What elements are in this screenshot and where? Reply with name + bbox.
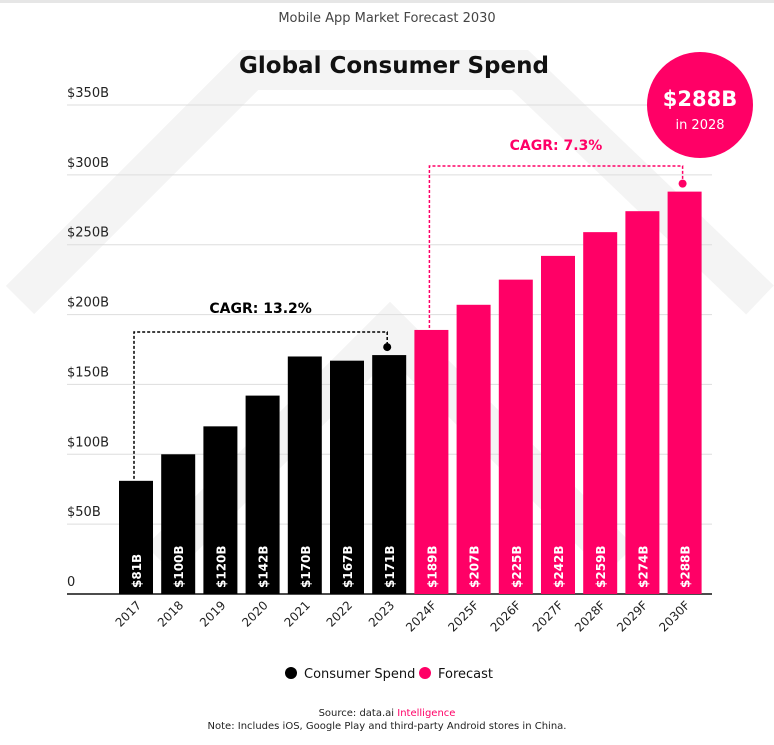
x-tick-label: 2023 <box>366 598 397 629</box>
legend-marker-forecast <box>419 667 431 679</box>
legend-label-consumer-spend: Consumer Spend <box>304 667 415 682</box>
bar-value-label: $120B <box>214 545 228 588</box>
bar-2022 <box>330 360 364 594</box>
x-tick-label: 2017 <box>113 598 144 629</box>
cagr-label: CAGR: 7.3% <box>510 138 603 154</box>
bar-value-label: $207B <box>468 545 482 588</box>
source-prefix: Source: data.ai <box>319 708 398 719</box>
bar-2026F <box>498 279 533 594</box>
bar-2018 <box>161 454 196 594</box>
x-tick-label: 2019 <box>197 598 228 629</box>
bar-value-label: $259B <box>594 545 608 588</box>
bar-value-label: $288B <box>679 545 693 588</box>
bar-2020 <box>245 395 280 594</box>
legend-marker-consumer-spend <box>285 667 297 679</box>
bar-2023 <box>372 355 407 594</box>
x-tick-label: 2029F <box>614 598 650 634</box>
bar-value-label: $81B <box>130 554 144 588</box>
source-highlight: Intelligence <box>397 708 455 719</box>
bar-2029F <box>625 211 660 594</box>
bar-value-label: $225B <box>510 545 524 588</box>
x-tick-label: 2027F <box>530 598 566 634</box>
callout: $288B in 2028 <box>647 52 753 158</box>
bar-2025F <box>456 304 491 594</box>
x-tick-label: 2024F <box>403 598 439 634</box>
bar-value-label: $100B <box>172 545 186 588</box>
note-line: Note: Includes iOS, Google Play and thir… <box>208 721 567 732</box>
cagr-endpoint-dot <box>383 343 392 352</box>
x-tick-label: 2026F <box>488 598 524 634</box>
bar-value-label: $189B <box>425 545 439 588</box>
top-border <box>0 0 774 3</box>
x-tick-label: 2025F <box>445 598 481 634</box>
callout-caption: in 2028 <box>675 118 724 133</box>
bar-2030F <box>667 191 702 594</box>
bar-2021 <box>287 356 322 594</box>
bar-value-label: $170B <box>299 545 313 588</box>
y-tick-label: $150B <box>67 365 109 380</box>
bar-value-label: $274B <box>636 545 650 588</box>
cagr-endpoint-dot <box>678 179 687 188</box>
page-subtitle: Mobile App Market Forecast 2030 <box>278 11 495 26</box>
callout-circle <box>647 52 753 158</box>
y-tick-label: $300B <box>67 156 109 171</box>
bar-2024F <box>414 329 449 594</box>
y-tick-label: $50B <box>67 505 101 520</box>
x-tick-label: 2020 <box>239 598 270 629</box>
x-tick-label: 2022 <box>324 598 355 629</box>
source-line: Source: data.ai Intelligence <box>319 708 456 719</box>
bar-value-label: $171B <box>383 545 397 588</box>
callout-value: $288B <box>663 87 737 111</box>
x-tick-label: 2018 <box>155 598 186 629</box>
bar-2028F <box>583 232 618 594</box>
y-tick-label: $250B <box>67 226 109 241</box>
y-tick-label: $200B <box>67 296 109 311</box>
legend-label-forecast: Forecast <box>438 667 493 682</box>
x-tick-label: 2030F <box>656 598 692 634</box>
y-tick-label: $350B <box>67 86 109 101</box>
chart-title: Global Consumer Spend <box>239 53 549 79</box>
bar-2019 <box>203 426 238 594</box>
x-tick-label: 2021 <box>281 598 312 629</box>
y-tick-label: $100B <box>67 435 109 450</box>
cagr-label: CAGR: 13.2% <box>209 301 311 317</box>
bar-value-label: $242B <box>552 545 566 588</box>
legend: Consumer Spend Forecast <box>285 667 493 682</box>
bar-value-label: $142B <box>257 545 271 588</box>
bar-2017 <box>119 480 153 594</box>
cagr-bracket <box>428 165 684 328</box>
x-tick-label: 2028F <box>572 598 608 634</box>
cagr-bracket <box>133 331 388 479</box>
bar-2027F <box>541 255 575 595</box>
bar-value-label: $167B <box>341 545 355 588</box>
y-tick-label: 0 <box>67 575 75 590</box>
